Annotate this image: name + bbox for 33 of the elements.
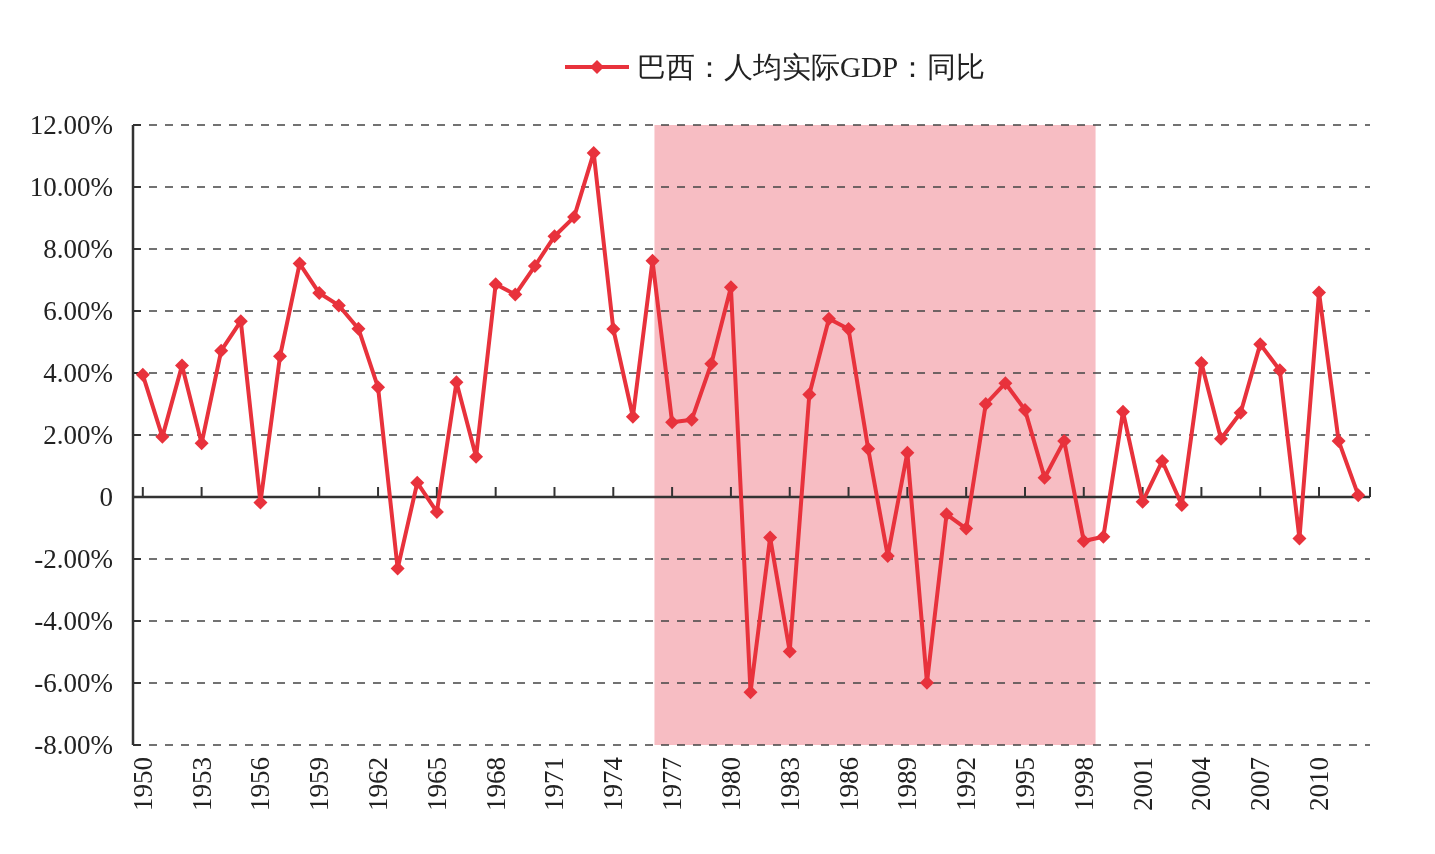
- x-tick-label: 2010: [1304, 757, 1335, 811]
- x-tick-label: 1983: [774, 757, 805, 811]
- y-tick-label: 2.00%: [43, 420, 113, 450]
- x-tick-label: 1974: [598, 756, 629, 811]
- y-tick-label: -8.00%: [34, 730, 113, 760]
- y-tick-label: 12.00%: [29, 110, 113, 140]
- y-tick-label: -2.00%: [34, 544, 113, 574]
- x-tick-label: 1959: [304, 757, 335, 811]
- legend-label: 巴西：人均实际GDP：同比: [637, 51, 986, 83]
- x-tick-label: 1989: [892, 757, 923, 811]
- x-tick-label: 2004: [1186, 756, 1217, 811]
- y-tick-label: 10.00%: [29, 172, 113, 202]
- x-tick-label: 1977: [657, 757, 688, 811]
- x-tick-label: 2007: [1245, 757, 1276, 811]
- x-tick-label: 1980: [715, 757, 746, 811]
- x-tick-label: 1995: [1009, 757, 1040, 811]
- y-tick-label: 8.00%: [43, 234, 113, 264]
- x-tick-label: 2001: [1127, 757, 1158, 811]
- y-tick-label: 0: [99, 482, 113, 512]
- y-tick-label: -4.00%: [34, 606, 113, 636]
- x-tick-label: 1965: [421, 757, 452, 811]
- x-tick-label: 1962: [363, 757, 394, 811]
- x-tick-label: 1992: [951, 757, 982, 811]
- x-tick-label: 1950: [127, 757, 158, 811]
- x-tick-label: 1968: [480, 757, 511, 811]
- y-tick-label: 6.00%: [43, 296, 113, 326]
- x-tick-label: 1956: [245, 757, 276, 811]
- x-tick-label: 1998: [1068, 757, 1099, 811]
- x-tick-label: 1971: [539, 757, 570, 811]
- y-tick-label: 4.00%: [43, 358, 113, 388]
- x-tick-label: 1953: [186, 757, 217, 811]
- y-tick-label: -6.00%: [34, 668, 113, 698]
- x-tick-label: 1986: [833, 757, 864, 811]
